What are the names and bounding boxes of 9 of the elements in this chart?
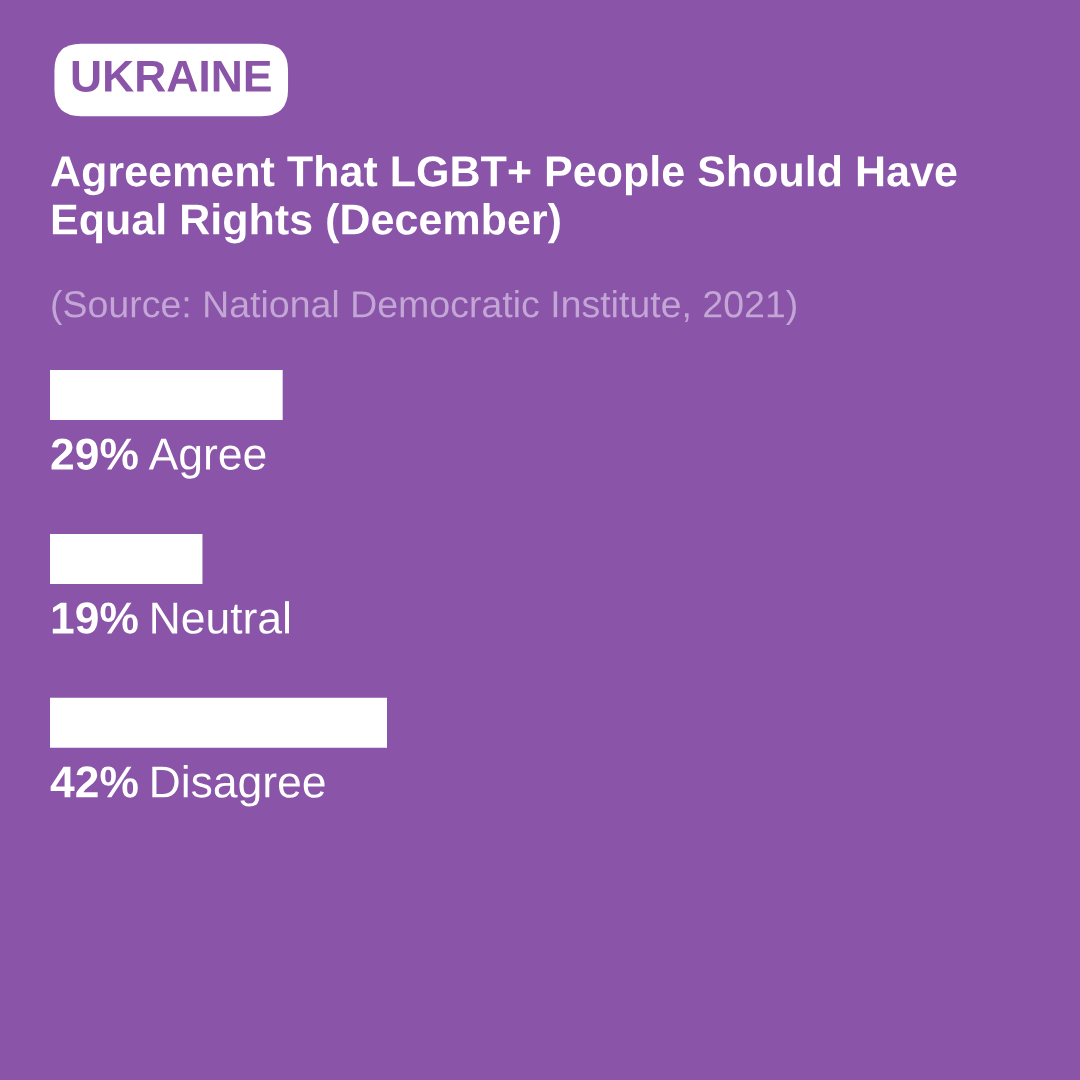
text: Agreement That LGBT+ People Should Have Equal Rights (December) [51, 155, 957, 244]
data-label: 29% [51, 438, 138, 470]
data-label: 19% [52, 602, 138, 634]
text: UKRAINE [72, 60, 271, 92]
y-tick-label: Disagree [152, 765, 325, 807]
y-tick-label: Neutral [152, 601, 289, 634]
chart-subtitle: (Source: National Democratic Institute, 2021) [52, 290, 796, 325]
data-label: 42% [50, 766, 138, 798]
y-tick-label: Agree [148, 438, 266, 479]
